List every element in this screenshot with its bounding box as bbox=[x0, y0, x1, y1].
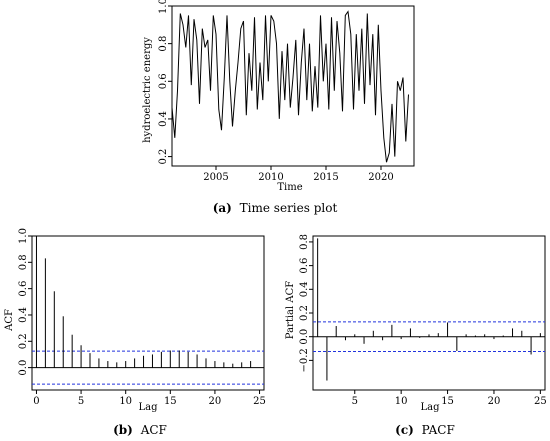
pacf-caption-label: (c) bbox=[395, 423, 414, 437]
acf-caption-label: (b) bbox=[113, 423, 133, 437]
acf-ylabel: ACF bbox=[4, 309, 15, 332]
time-series-x-tick-label: 2010 bbox=[258, 172, 283, 183]
acf-y-tick-label: 0.4 bbox=[18, 307, 29, 323]
pacf-plot-frame bbox=[312, 235, 546, 391]
time-series-y-tick-label: 1.0 bbox=[158, 0, 169, 14]
acf-x-tick-label: 10 bbox=[119, 396, 132, 407]
acf-y-tick-label: 1.0 bbox=[18, 228, 29, 244]
acf-y-tick-label: 0.6 bbox=[18, 281, 29, 297]
time-series-plot-frame bbox=[171, 5, 415, 167]
acf-y-tick-label: 0.0 bbox=[18, 360, 29, 376]
pacf-ylabel: Partial ACF bbox=[285, 281, 296, 339]
pacf-x-tick-label: 5 bbox=[352, 396, 358, 407]
time-series-caption-label: (a) bbox=[213, 201, 232, 215]
time-series-y-tick-label: 0.2 bbox=[158, 149, 169, 165]
pacf-y-tick-label: 0.8 bbox=[299, 234, 310, 250]
pacf-panel: 5 10 15 20 25 −0.2 0.0 0.2 0.4 0.6 0.8 bbox=[299, 234, 547, 407]
acf-x-tick-label: 15 bbox=[164, 396, 177, 407]
time-series-line bbox=[171, 10, 409, 163]
pacf-y-tick-label: 0.2 bbox=[299, 305, 310, 321]
pacf-xlabel: Lag bbox=[420, 402, 440, 413]
time-series-panel: 2005 2010 2015 2020 0.2 0.4 0.6 0.8 1.0 bbox=[158, 0, 415, 183]
pacf-caption: (c) PACF bbox=[395, 423, 455, 437]
time-series-x-tick-label: 2005 bbox=[203, 172, 228, 183]
acf-x-tick-label: 20 bbox=[209, 396, 222, 407]
acf-x-tick-label: 0 bbox=[33, 396, 39, 407]
acf-x-tick-label: 25 bbox=[253, 396, 266, 407]
pacf-y-tick-label: 0.6 bbox=[299, 258, 310, 274]
pacf-y-tick-label: −0.2 bbox=[299, 348, 310, 372]
time-series-caption-text: Time series plot bbox=[240, 201, 338, 215]
time-series-y-tick-label: 0.8 bbox=[158, 36, 169, 52]
time-series-caption: (a) Time series plot bbox=[213, 201, 338, 215]
acf-y-tick-label: 0.8 bbox=[18, 254, 29, 270]
pacf-y-tick-label: 0.0 bbox=[299, 329, 310, 345]
acf-panel: 0 5 10 15 20 25 0.0 0.2 0.4 0.6 0.8 1.0 bbox=[18, 228, 266, 407]
acf-xlabel: Lag bbox=[138, 402, 158, 413]
time-series-x-tick-label: 2015 bbox=[313, 172, 338, 183]
acf-caption-text: ACF bbox=[140, 423, 167, 437]
acf-y-tick-label: 0.2 bbox=[18, 333, 29, 349]
pacf-x-tick-label: 10 bbox=[395, 396, 408, 407]
pacf-caption-text: PACF bbox=[422, 423, 455, 437]
pacf-y-tick-label: 0.4 bbox=[299, 281, 310, 297]
time-series-y-tick-label: 0.6 bbox=[158, 73, 169, 89]
time-series-ylabel: hydroelectric energy bbox=[142, 37, 153, 143]
acf-x-tick-label: 5 bbox=[78, 396, 84, 407]
pacf-x-tick-label: 15 bbox=[441, 396, 454, 407]
acf-plot-frame bbox=[31, 235, 265, 391]
acf-caption: (b) ACF bbox=[113, 423, 167, 437]
time-series-y-tick-label: 0.4 bbox=[158, 111, 169, 127]
pacf-x-tick-label: 25 bbox=[534, 396, 547, 407]
time-series-x-tick-label: 2020 bbox=[368, 172, 393, 183]
pacf-x-tick-label: 20 bbox=[488, 396, 501, 407]
time-series-xlabel: Time bbox=[277, 182, 302, 193]
